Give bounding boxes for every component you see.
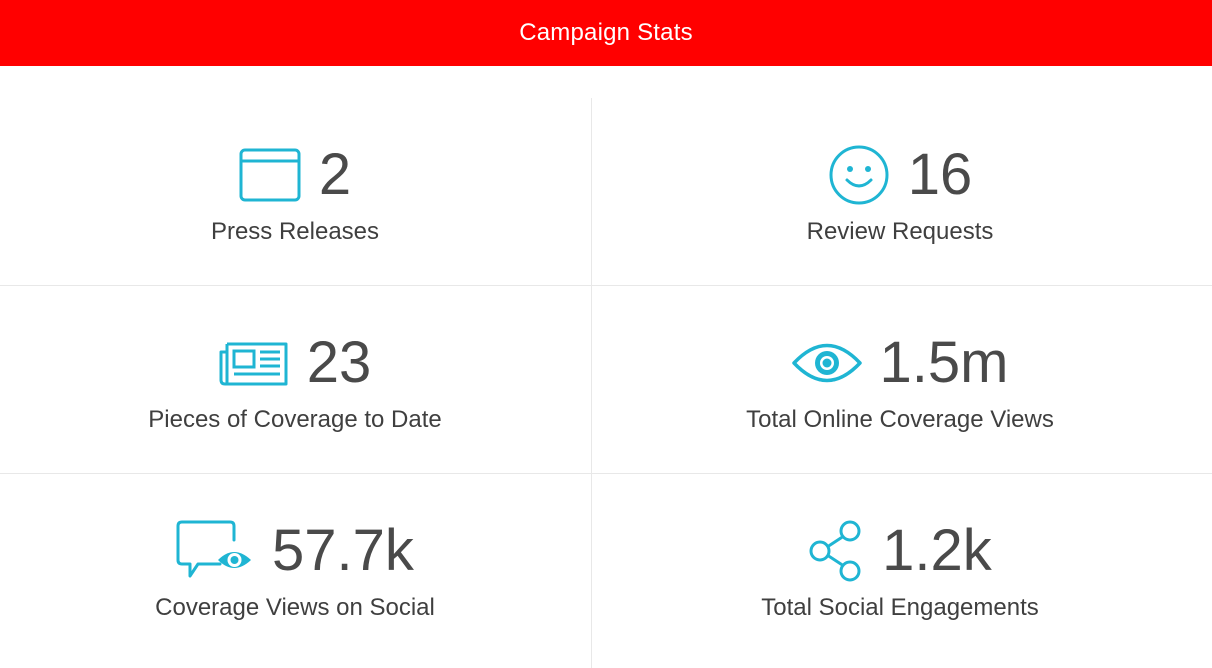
stat-value: 2: [318, 142, 352, 207]
newspaper-icon: [219, 338, 289, 388]
stat-social-coverage-views: 57.7k Coverage Views on Social: [0, 474, 590, 660]
stat-value: 1.5m: [879, 330, 1009, 395]
column-divider: [591, 98, 592, 668]
stat-label: Pieces of Coverage to Date: [148, 406, 442, 433]
stat-label: Press Releases: [210, 218, 380, 245]
eye-icon: [791, 340, 862, 386]
stat-label: Coverage Views on Social: [155, 594, 435, 621]
header-bar: Campaign Stats: [0, 0, 1212, 66]
chat-eye-icon: [176, 520, 254, 582]
stat-value: 57.7k: [272, 518, 414, 583]
row-divider: [0, 473, 1212, 474]
stat-label: Total Online Coverage Views: [746, 406, 1054, 433]
browser-window-icon: [239, 148, 301, 202]
share-icon: [808, 520, 864, 582]
stat-online-coverage-views: 1.5m Total Online Coverage Views: [605, 286, 1195, 472]
stat-social-engagements: 1.2k Total Social Engagements: [605, 474, 1195, 660]
stat-pieces-of-coverage: 23 Pieces of Coverage to Date: [0, 286, 590, 472]
stat-value: 1.2k: [882, 518, 992, 583]
stat-label: Review Requests: [806, 218, 994, 245]
stat-label: Total Social Engagements: [761, 594, 1039, 621]
row-divider: [0, 285, 1212, 286]
stat-press-releases: 2 Press Releases: [0, 98, 590, 284]
stat-value: 23: [306, 330, 372, 395]
stat-review-requests: 16 Review Requests: [605, 98, 1195, 284]
page-title: Campaign Stats: [519, 19, 693, 46]
stat-value: 16: [907, 142, 973, 207]
smiley-icon: [828, 144, 890, 206]
